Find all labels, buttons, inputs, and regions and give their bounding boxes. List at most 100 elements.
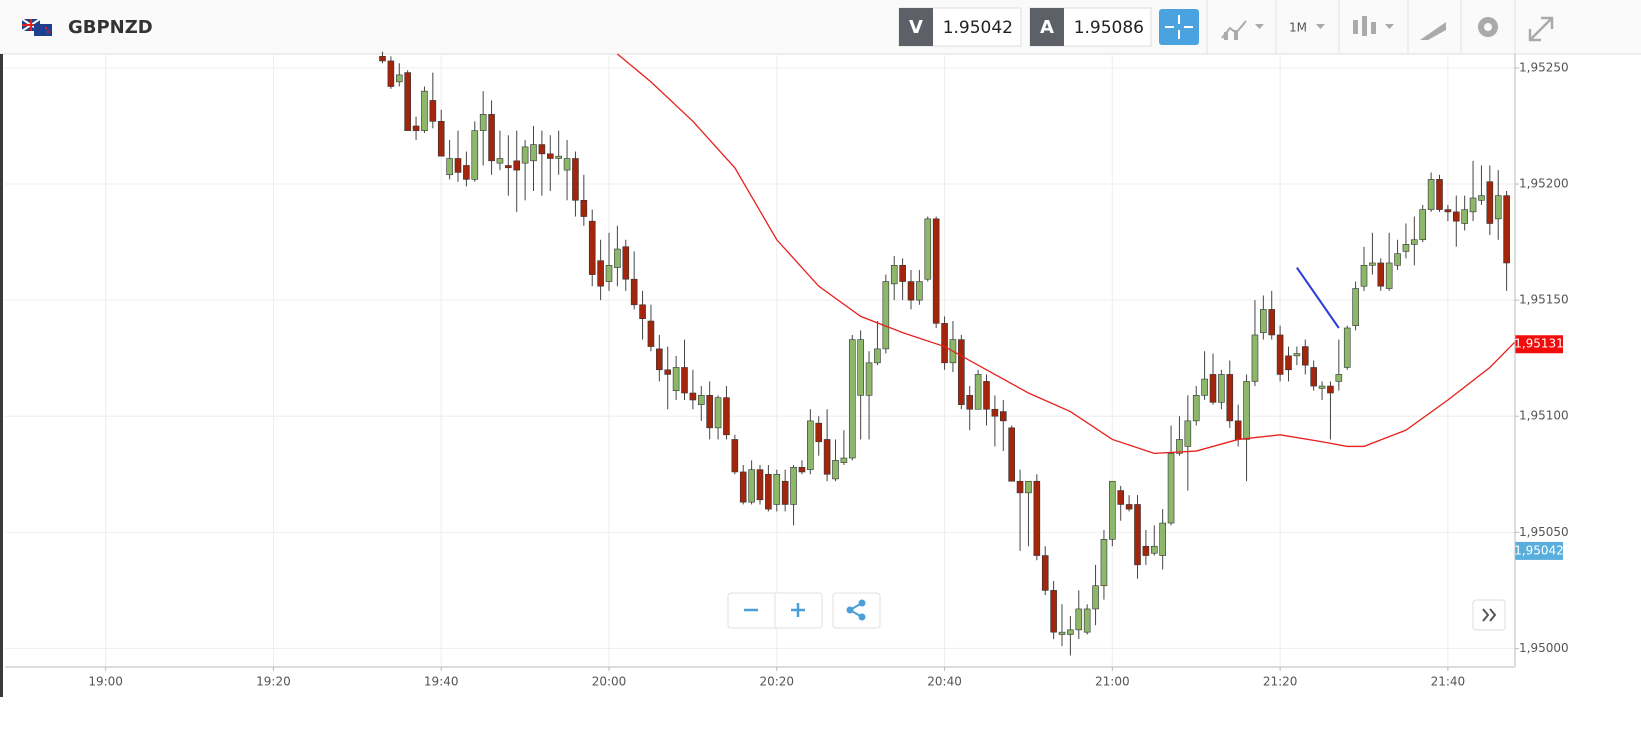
- candle-body: [572, 158, 579, 201]
- y-tick-label: 1,95000: [1519, 641, 1569, 655]
- candle-body: [597, 260, 604, 287]
- candle-body: [1352, 288, 1359, 326]
- candle-body: [1385, 262, 1393, 289]
- sell-price: 1.95042: [943, 18, 1013, 38]
- y-tick-label: 1,95250: [1519, 60, 1569, 74]
- fullscreen-button[interactable]: [1528, 16, 1554, 42]
- share-button[interactable]: [846, 599, 866, 621]
- candle-body: [1192, 395, 1200, 422]
- x-tick-label: 19:20: [256, 675, 291, 689]
- candle-body: [656, 348, 663, 371]
- candle-body: [1343, 327, 1351, 368]
- x-tick-label: 21:20: [1263, 675, 1298, 689]
- candle-body: [1075, 608, 1083, 631]
- candle-body: [1419, 209, 1427, 241]
- candle-body: [681, 367, 688, 394]
- candle-body: [379, 56, 386, 62]
- candle-body: [1058, 631, 1066, 635]
- candle-body: [916, 281, 923, 301]
- y-tick-label: 1,95150: [1519, 293, 1569, 307]
- price-tag: [1515, 335, 1563, 354]
- candle-body: [1083, 608, 1091, 633]
- candle-body: [580, 199, 588, 217]
- candle-body: [521, 146, 529, 164]
- candle-body: [588, 220, 596, 275]
- candle-body: [781, 480, 789, 505]
- candle-body: [823, 439, 831, 475]
- candle-body: [1092, 585, 1099, 610]
- candle-body: [790, 467, 797, 505]
- candle-body: [1369, 262, 1376, 266]
- candle-body: [1436, 179, 1443, 210]
- candle-body: [1478, 195, 1485, 201]
- candle-body: [1142, 545, 1150, 556]
- candle-body: [1411, 239, 1418, 245]
- candle-body: [1469, 197, 1477, 213]
- candle-body: [706, 395, 713, 429]
- x-tick-label: 20:20: [759, 675, 794, 689]
- candle-body: [756, 469, 764, 501]
- symbol: GBPNZD: [68, 17, 153, 38]
- zoom-in-button[interactable]: [791, 603, 805, 617]
- candle-body: [437, 121, 445, 157]
- buy-label-box: [1030, 8, 1064, 46]
- candle-body: [983, 381, 990, 410]
- scroll-end-button[interactable]: [1472, 599, 1506, 631]
- candle-body: [1285, 355, 1292, 371]
- candle-body: [454, 158, 462, 173]
- candle-body: [1033, 480, 1041, 556]
- candle-body: [723, 397, 730, 436]
- candle-body: [1134, 504, 1141, 566]
- candle-body: [1402, 244, 1410, 252]
- flag-icon: [21, 18, 52, 36]
- candle-body: [765, 473, 772, 510]
- candle-body: [1268, 309, 1276, 336]
- x-tick-label: 19:40: [424, 675, 459, 689]
- candle-body: [748, 469, 755, 503]
- candle-body: [974, 374, 982, 410]
- buy-price: 1.95086: [1074, 18, 1144, 38]
- price-tag-label: 1,95131: [1514, 337, 1564, 351]
- candle-body: [1335, 374, 1343, 382]
- crosshair-button[interactable]: [1159, 9, 1199, 45]
- candle-body: [1209, 374, 1217, 403]
- candle-body: [563, 158, 571, 171]
- x-tick-label: 20:40: [927, 675, 962, 689]
- candle-body: [421, 90, 428, 131]
- candle-body: [404, 72, 411, 131]
- y-tick-label: 1,95100: [1519, 409, 1569, 423]
- candle-body: [689, 392, 697, 401]
- candle-body: [555, 155, 562, 159]
- candle-body: [1503, 195, 1510, 264]
- candle-body: [496, 158, 504, 164]
- candle-body: [446, 158, 453, 176]
- timeframe-button[interactable]: 1M: [1289, 21, 1307, 35]
- candle-body: [697, 395, 705, 405]
- candle-body: [907, 281, 915, 301]
- candle-body: [815, 422, 823, 443]
- candle-body: [848, 339, 856, 459]
- candle-type-button[interactable]: [1353, 16, 1394, 36]
- draw-button[interactable]: [1420, 22, 1446, 40]
- candle-body: [1318, 385, 1326, 389]
- candle-body: [479, 114, 487, 131]
- candle-body: [1452, 211, 1460, 222]
- candle-body: [1301, 346, 1309, 366]
- candle-body: [1444, 209, 1452, 213]
- candle-body: [513, 160, 521, 171]
- buy-label: A: [1040, 17, 1054, 38]
- candle-body: [1109, 480, 1116, 540]
- settings-button[interactable]: [1478, 17, 1498, 37]
- candle-body: [1125, 504, 1133, 510]
- candle-body: [1067, 629, 1074, 635]
- overlay-line: [616, 53, 1516, 455]
- candle-body: [924, 218, 932, 280]
- candle-body: [941, 323, 948, 364]
- candle-body: [614, 248, 621, 268]
- chart-type-button[interactable]: [1221, 20, 1264, 40]
- x-tick-label: 21:00: [1095, 675, 1130, 689]
- candle-body: [1201, 378, 1208, 396]
